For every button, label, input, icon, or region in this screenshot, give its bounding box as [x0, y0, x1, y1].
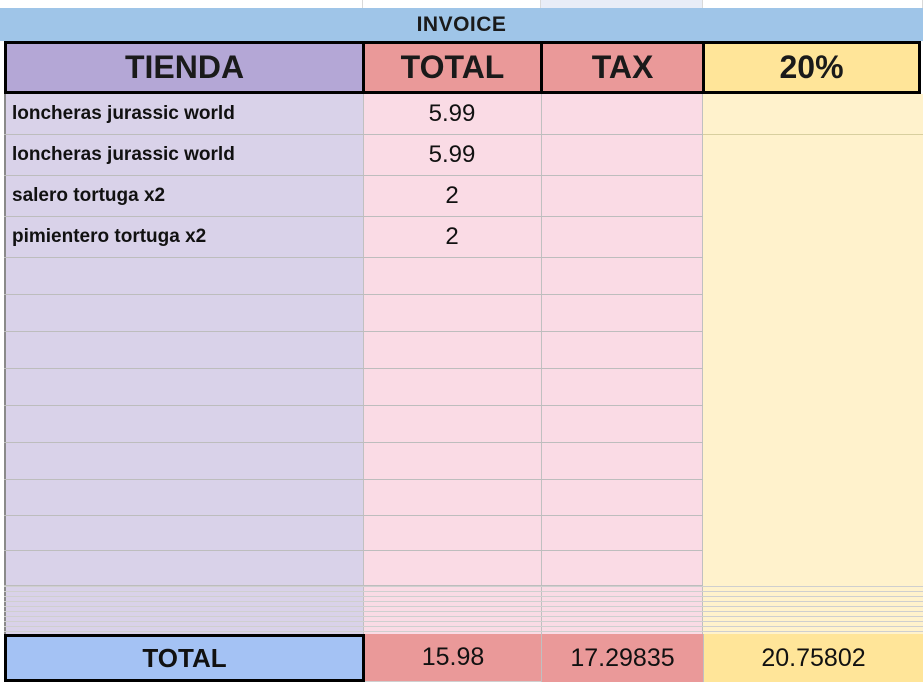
table-row[interactable]: pimientero tortuga x2 2 [4, 217, 703, 258]
percent-cell[interactable] [703, 94, 923, 135]
empty-row[interactable] [4, 406, 703, 443]
header-total-cell[interactable]: TOTAL [362, 41, 543, 94]
column-divider [541, 94, 542, 634]
header-percent: 20% [779, 49, 844, 85]
total-row: TOTAL 15.98 17.29835 20.75802 [0, 634, 923, 682]
column-divider [363, 94, 364, 634]
item-total: 2 [445, 182, 459, 209]
item-rows: loncheras jurassic world 5.99 loncheras … [0, 94, 923, 634]
item-total: 5.99 [428, 141, 476, 168]
empty-row[interactable] [4, 480, 703, 516]
row-line [4, 631, 923, 632]
cell[interactable] [0, 0, 363, 8]
item-name: salero tortuga x2 [12, 185, 166, 206]
total-tax-cell[interactable]: 17.29835 [541, 634, 703, 682]
total-sum: 15.98 [421, 643, 485, 671]
item-total: 2 [445, 223, 459, 250]
table-row[interactable]: salero tortuga x2 2 [4, 176, 703, 217]
row-line [4, 626, 923, 627]
table-row[interactable]: loncheras jurassic world 5.99 [4, 135, 703, 176]
row-line [4, 616, 923, 617]
table-row[interactable]: loncheras jurassic world 5.99 [4, 94, 703, 135]
empty-row[interactable] [4, 295, 703, 332]
total-tax: 17.29835 [570, 643, 675, 672]
row-line [4, 621, 923, 622]
item-name: loncheras jurassic world [12, 144, 235, 165]
hidden-rows-band [4, 586, 923, 634]
header-row: TIENDA TOTAL TAX 20% [0, 41, 923, 94]
total-sum-cell[interactable]: 15.98 [365, 634, 541, 682]
row-line [4, 586, 923, 587]
total-label: TOTAL [142, 642, 227, 673]
row-line [4, 596, 923, 597]
item-total: 5.99 [428, 100, 476, 127]
row-line [4, 591, 923, 592]
total-label-cell[interactable]: TOTAL [4, 634, 365, 682]
total-percent-cell[interactable]: 20.75802 [703, 634, 923, 682]
empty-row[interactable] [4, 258, 703, 295]
top-row-strip [0, 0, 923, 8]
header-tax-cell[interactable]: TAX [540, 41, 705, 94]
item-name: loncheras jurassic world [12, 103, 235, 124]
row-line [4, 611, 923, 612]
total-percent: 20.75802 [761, 643, 866, 672]
empty-row[interactable] [4, 369, 703, 406]
header-tienda-cell[interactable]: TIENDA [4, 41, 365, 94]
cell[interactable] [363, 0, 541, 8]
tienda-column [4, 94, 363, 634]
row-line [4, 601, 923, 602]
row-line [4, 606, 923, 607]
column-divider [702, 94, 703, 634]
cell[interactable] [541, 0, 703, 8]
empty-row[interactable] [4, 443, 703, 480]
bottom-strip [0, 682, 923, 684]
percent-column [703, 94, 923, 634]
empty-row[interactable] [4, 516, 703, 551]
header-total: TOTAL [400, 49, 505, 85]
empty-row[interactable] [4, 551, 703, 586]
invoice-title: INVOICE [416, 12, 507, 36]
header-tax: TAX [591, 49, 654, 85]
header-tienda: TIENDA [124, 49, 245, 85]
invoice-title-cell[interactable]: INVOICE [0, 8, 923, 41]
empty-row[interactable] [4, 332, 703, 369]
cell[interactable] [703, 0, 923, 8]
tax-column [541, 94, 703, 634]
item-name: pimientero tortuga x2 [12, 226, 207, 247]
total-column [363, 94, 541, 634]
header-percent-cell[interactable]: 20% [702, 41, 921, 94]
